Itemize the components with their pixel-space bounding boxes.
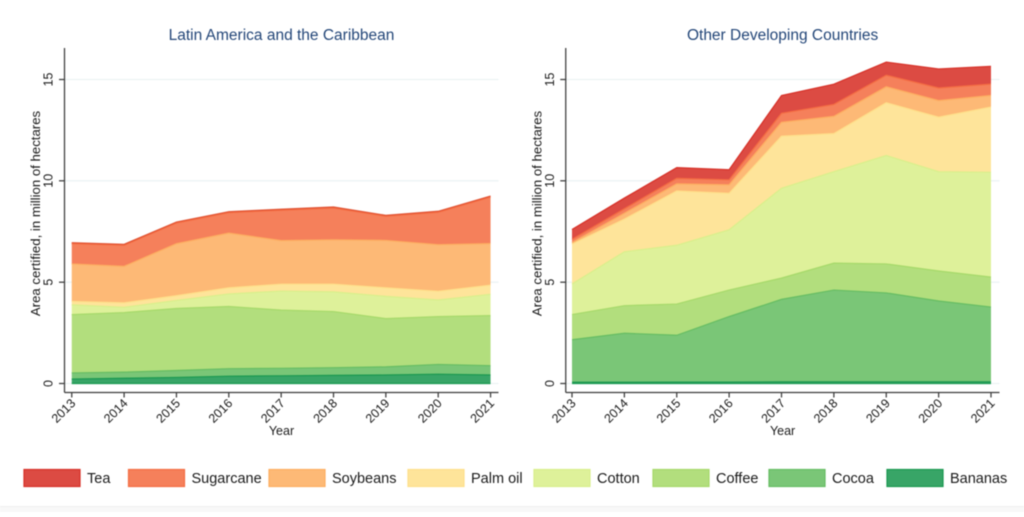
- svg-text:Cocoa: Cocoa: [832, 471, 875, 487]
- svg-text:Tea: Tea: [87, 471, 111, 487]
- svg-text:Coffee: Coffee: [716, 471, 758, 487]
- svg-text:Year: Year: [269, 424, 294, 438]
- svg-text:Sugarcane: Sugarcane: [192, 471, 262, 487]
- svg-text:Cotton: Cotton: [597, 471, 640, 487]
- svg-text:Bananas: Bananas: [950, 471, 1007, 487]
- svg-text:0: 0: [42, 380, 56, 387]
- svg-text:Area certified, in million of: Area certified, in million of hectares: [28, 110, 43, 316]
- svg-text:Latin America and the Caribbea: Latin America and the Caribbean: [169, 27, 395, 44]
- svg-text:0: 0: [543, 380, 557, 387]
- svg-text:10: 10: [42, 174, 56, 188]
- svg-text:5: 5: [42, 279, 56, 286]
- svg-text:15: 15: [42, 73, 56, 87]
- svg-text:Palm oil: Palm oil: [471, 471, 523, 487]
- svg-text:Soybeans: Soybeans: [332, 471, 397, 487]
- svg-text:Other Developing Countries: Other Developing Countries: [687, 27, 879, 44]
- svg-text:Year: Year: [770, 424, 795, 438]
- svg-text:10: 10: [543, 174, 557, 188]
- svg-text:5: 5: [543, 279, 557, 286]
- svg-text:15: 15: [543, 73, 557, 87]
- svg-text:Area certified, in million of: Area certified, in million of hectares: [529, 110, 544, 316]
